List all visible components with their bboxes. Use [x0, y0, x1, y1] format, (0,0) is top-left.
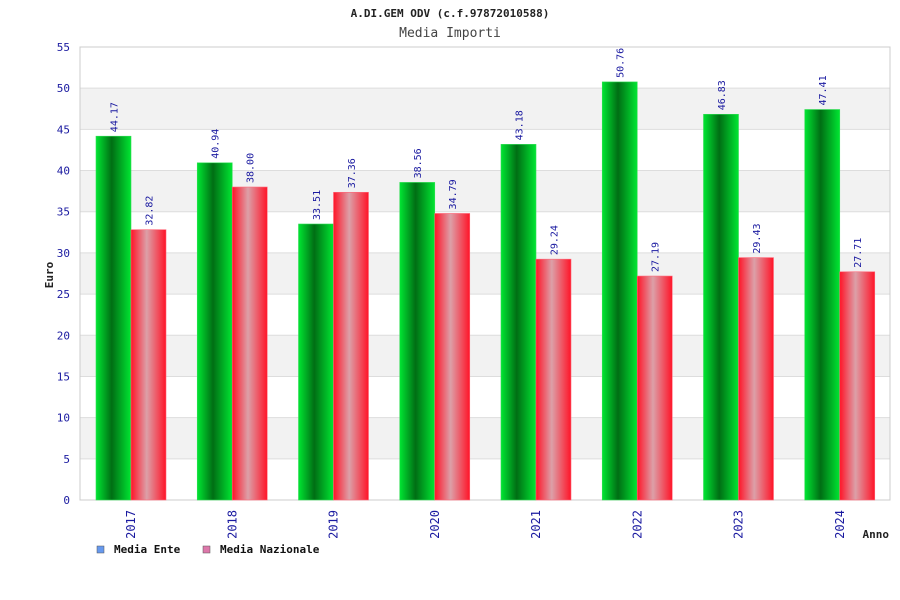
data-label: 46.83 — [717, 80, 728, 110]
y-tick-label: 30 — [57, 247, 70, 260]
data-label: 50.76 — [616, 48, 627, 78]
data-label: 34.79 — [448, 179, 459, 209]
chart-title: A.DI.GEM ODV (c.f.97872010588) — [351, 7, 550, 20]
bar-media-nazionale-2017 — [130, 229, 167, 501]
x-tick-label: 2023 — [732, 510, 746, 539]
y-tick-label: 35 — [57, 206, 70, 219]
data-label: 29.24 — [550, 225, 561, 255]
data-label: 47.41 — [818, 75, 829, 105]
plot-band — [80, 88, 890, 130]
bar-media-ente-2018 — [196, 162, 233, 501]
legend-label-media-nazionale: Media Nazionale — [220, 543, 320, 556]
y-ticks: 0 5 10 15 20 25 30 35 40 45 50 55 — [57, 41, 70, 507]
plot-band — [80, 47, 890, 89]
x-tick-label: 2019 — [327, 510, 341, 539]
data-label: 37.36 — [347, 158, 358, 188]
data-label: 43.18 — [515, 110, 526, 140]
y-tick-label: 0 — [63, 494, 70, 507]
bar-media-nazionale-2022 — [636, 275, 673, 501]
bar-media-ente-2023 — [703, 113, 739, 501]
bars — [95, 81, 876, 501]
bar-media-ente-2020 — [399, 182, 436, 501]
bar-media-ente-2024 — [804, 109, 841, 501]
x-tick-label: 2018 — [225, 510, 239, 539]
legend-swatch-media-ente — [96, 545, 105, 554]
plot-frame — [79, 46, 891, 501]
data-label: 33.51 — [312, 190, 323, 220]
bar-media-nazionale-2021 — [535, 258, 572, 501]
y-tick-label: 10 — [57, 412, 70, 425]
bar-media-nazionale-2018 — [231, 186, 268, 501]
x-tick-label: 2017 — [124, 510, 138, 539]
y-tick-label: 5 — [63, 453, 70, 466]
data-labels: 44.17 32.82 40.94 38.00 33.51 37.36 38.56 34.79… — [110, 48, 865, 272]
y-tick-label: 25 — [57, 288, 70, 301]
bar-media-ente-2019 — [298, 223, 334, 501]
y-axis-label: Euro — [43, 261, 56, 288]
x-tick-label: 2022 — [630, 510, 644, 539]
y-tick-label: 55 — [57, 41, 70, 54]
bar-media-nazionale-2023 — [738, 257, 774, 501]
x-axis-label: Anno — [863, 528, 890, 541]
data-label: 32.82 — [145, 196, 156, 226]
y-tick-label: 50 — [57, 82, 70, 95]
y-tick-label: 40 — [57, 165, 70, 178]
x-tick-label: 2020 — [428, 510, 442, 539]
bar-media-nazionale-2024 — [839, 271, 876, 501]
data-label: 27.71 — [853, 238, 864, 268]
bar-media-ente-2022 — [601, 81, 638, 501]
y-tick-label: 20 — [57, 329, 70, 342]
bar-media-nazionale-2020 — [434, 213, 471, 501]
data-label: 27.19 — [651, 242, 662, 272]
y-tick-label: 45 — [57, 123, 70, 136]
legend-swatch-media-nazionale — [202, 545, 211, 554]
x-tick-label: 2021 — [529, 510, 543, 539]
data-label: 40.94 — [211, 129, 222, 159]
bar-media-nazionale-2019 — [333, 191, 369, 501]
data-label: 38.56 — [413, 148, 424, 178]
data-label: 38.00 — [246, 153, 257, 183]
chart-subtitle: Media Importi — [399, 26, 501, 41]
legend-label-media-ente: Media Ente — [114, 543, 181, 556]
legend: Media Ente Media Nazionale — [96, 543, 320, 556]
x-tick-label: 2024 — [833, 510, 847, 539]
data-label: 44.17 — [110, 102, 121, 132]
data-label: 29.43 — [752, 223, 763, 253]
bar-media-ente-2021 — [500, 144, 537, 501]
y-tick-label: 15 — [57, 370, 70, 383]
x-ticks: 2017 2018 2019 2020 2021 2022 2023 2024 — [124, 510, 847, 539]
bar-media-ente-2017 — [95, 135, 132, 501]
